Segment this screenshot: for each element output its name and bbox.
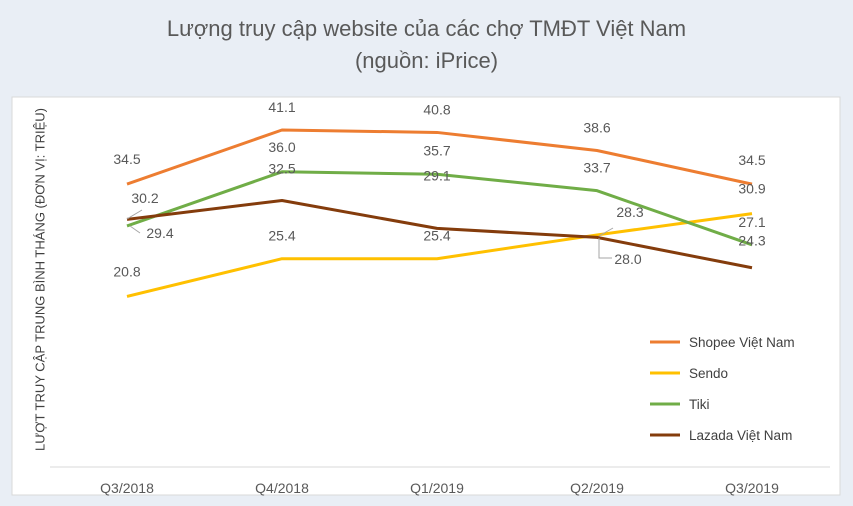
series-line-tiki [126, 170, 753, 247]
data-label: 41.1 [268, 99, 295, 115]
data-label: 25.4 [423, 228, 450, 244]
data-label: 34.5 [738, 152, 765, 168]
legend-label: Shopee Việt Nam [689, 335, 795, 350]
chart-subtitle: (nguồn: iPrice) [354, 48, 499, 73]
data-label: 34.5 [113, 151, 140, 167]
data-label: 38.6 [583, 119, 610, 135]
x-tick-label: Q2/2019 [570, 480, 624, 496]
legend-label: Lazada Việt Nam [689, 428, 792, 443]
data-label: 28.0 [614, 251, 641, 267]
leader-line [598, 227, 614, 237]
data-label: 29.4 [146, 225, 173, 241]
x-tick-label: Q4/2018 [255, 480, 309, 496]
leader-line [129, 225, 141, 234]
x-tick-label: Q3/2019 [725, 480, 779, 496]
data-label: 30.9 [738, 181, 765, 197]
data-label: 20.8 [113, 263, 140, 279]
series-line-shopee-việt-nam [126, 128, 753, 186]
data-label: 33.7 [583, 160, 610, 176]
data-label: 32.5 [268, 161, 295, 177]
data-label: 29.1 [423, 167, 450, 183]
data-label: 40.8 [423, 101, 450, 117]
leader-line [126, 209, 143, 220]
y-axis-label: LƯỢT TRUY CẬP TRUNG BÌNH THÁNG (ĐƠN VỊ: … [32, 107, 48, 452]
data-label: 36.0 [268, 139, 295, 155]
series-line-sendo [126, 212, 753, 298]
data-label: 30.2 [131, 190, 158, 206]
x-tick-label: Q3/2018 [100, 480, 154, 496]
data-label: 35.7 [423, 142, 450, 158]
chart-title: Lượng truy cập website của các chợ TMĐT … [166, 16, 687, 41]
data-label: 25.4 [268, 228, 295, 244]
data-label: 24.3 [738, 233, 765, 249]
legend-label: Sendo [689, 366, 728, 381]
data-label: 28.3 [616, 204, 643, 220]
legend-label: Tiki [689, 397, 710, 412]
plot-area [11, 96, 841, 496]
x-tick-label: Q1/2019 [410, 480, 464, 496]
data-label: 27.1 [738, 214, 765, 230]
leader-line [598, 238, 612, 259]
series-line-lazada-việt-nam [126, 199, 753, 270]
